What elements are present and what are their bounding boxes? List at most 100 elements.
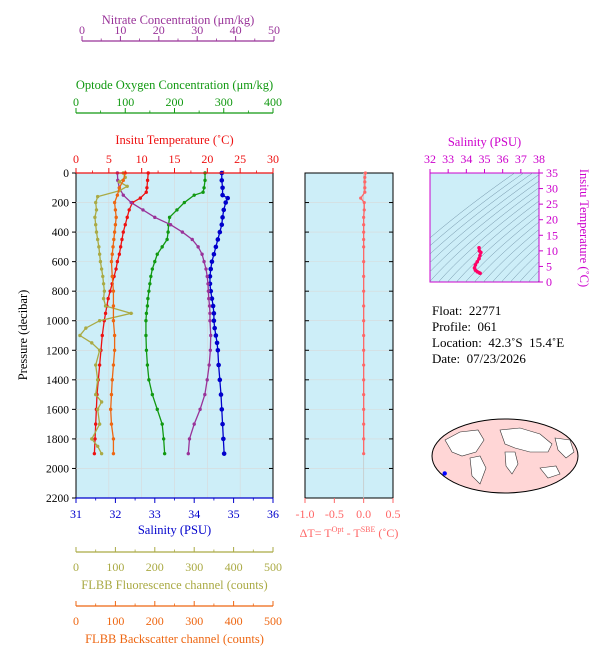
nitrate-point [205,274,209,279]
oxygen-point [144,333,148,338]
oxygen-point [182,200,187,205]
density-contour [492,236,539,282]
delta_t-point [362,274,366,279]
fluorescence-point [94,363,98,367]
backscatter-point [112,230,117,234]
salinity-point [217,377,223,383]
backscatter-point [110,252,114,256]
backscatter-point [111,363,116,367]
tick-label: 200 [166,95,184,109]
delta_t-point [362,333,366,338]
fluorescence-point [125,184,129,188]
oxygen-point [160,422,164,426]
tick-label: 10 [114,23,126,37]
pressure-tick-label: 2200 [46,493,69,505]
delta_t-point [362,245,366,249]
tick-label: 400 [225,560,243,574]
delta_t-point [363,186,367,190]
delta_t-point [359,196,363,200]
backscatter-point [109,259,114,264]
nitrate-point [207,304,212,308]
nitrate-point [186,451,190,456]
tick-label: 200 [146,560,164,574]
backscatter-point [109,392,114,397]
density-contour [510,252,539,282]
density-contour [456,207,539,282]
temperature-point [138,196,143,200]
pressure-tick-label: 1000 [46,316,69,328]
tick-label: 0 [73,614,79,628]
ts-point [475,259,480,264]
nitrate-point [187,437,192,441]
nitrate-point [129,200,133,205]
temperature-point [94,422,98,426]
delta_t-point [363,171,368,175]
tick-label: 0 [73,95,79,109]
fluorescence-point [97,252,102,256]
delta_t-point [362,208,366,212]
density-contour [430,173,516,239]
backscatter-point [115,193,120,197]
delta_t-point [362,223,366,227]
location: Location: 42.3˚S 15.4˚E [432,335,565,350]
salinity-point [211,318,217,324]
tick-label: 300 [185,560,203,574]
delta_t-point [362,348,366,352]
fluorescence-point [94,200,98,205]
oxygen-point [160,245,164,249]
salinity-point [216,362,221,368]
float-id: Float: 22771 [432,303,502,318]
backscatter-point [111,304,116,308]
delta_t-point [363,190,367,194]
tick-label: 5 [106,152,112,166]
temperature-axis: 0 5 10 15 20 25 30 Insitu Temperature (˚C) [73,133,279,174]
tick-label: 0 [79,23,85,37]
tick-label: 32 [424,152,436,166]
ts-point [479,250,483,255]
delta_t-point [362,230,366,234]
fluorescence-point [103,304,108,308]
salinity-point [208,266,214,272]
tick-label: 100 [106,614,124,628]
tick-label: 33 [442,152,454,166]
temperature-point [114,267,118,271]
density-contour [447,200,539,282]
fluorescence-point [90,437,94,441]
delta_t-point [362,200,366,205]
salinity-point [211,311,217,316]
temperature-point [145,186,149,190]
temperature-point [92,451,97,456]
tick-label: 200 [146,614,164,628]
oxygen-point [165,237,169,242]
fluorescence-point [99,267,104,271]
profile-number: Profile: 061 [432,319,497,334]
density-contour [430,173,534,255]
nitrate-point [208,311,212,316]
density-contour [438,193,539,282]
delta_t-point [363,180,367,184]
fluorescence-point [84,326,88,330]
density-contour [501,244,539,282]
delta_t-point [362,422,366,426]
nitrate-point [207,363,211,367]
tick-label: -1.0 [296,507,315,521]
fluorescence-point [117,180,122,184]
world-map [431,418,579,494]
tick-label: 25 [234,152,246,166]
fluorescence-point [97,245,101,249]
salinity-point [221,436,226,442]
nitrate-point [141,208,145,212]
nitrate-point [198,407,202,412]
salinity-point [220,192,225,198]
nitrate-point [180,230,185,234]
nitrate-line [116,172,212,454]
salinity-point [220,215,225,220]
fluorescence-point [101,282,106,286]
nitrate-point [153,215,157,220]
oxygen-point [203,178,207,183]
salinity-point [213,244,219,250]
fluorescence-point [94,223,98,227]
backscatter-point [111,245,115,249]
tick-label: 20 [546,213,558,227]
backscatter-point [111,451,116,456]
